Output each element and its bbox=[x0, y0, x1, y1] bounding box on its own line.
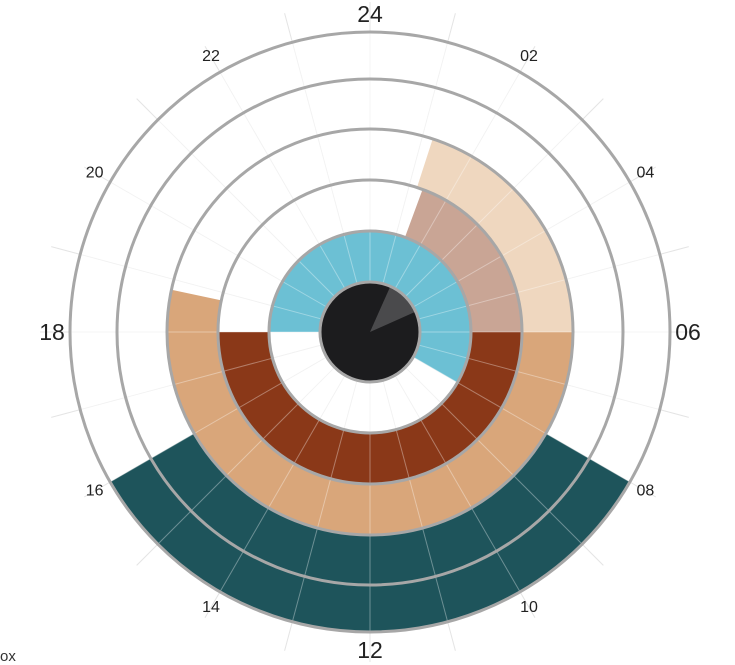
ring-outline-3 bbox=[165, 127, 575, 537]
hour-tick bbox=[204, 45, 221, 73]
hour-gridline bbox=[394, 375, 521, 593]
hour-gridline bbox=[157, 119, 335, 297]
hour-label-12: 12 bbox=[357, 637, 383, 663]
hour-tick bbox=[284, 13, 293, 43]
hour-tick bbox=[659, 409, 689, 418]
hour-tick bbox=[581, 98, 604, 121]
hour-tick bbox=[204, 591, 221, 619]
hour-gridline bbox=[418, 344, 660, 411]
corner-text: ox bbox=[0, 648, 16, 665]
hour-labels-layer: 24 02 04 06 08 10 12 14 16 18 20 22 bbox=[39, 1, 701, 663]
hour-tick bbox=[629, 481, 657, 498]
hour-gridline bbox=[405, 367, 583, 545]
hour-tick bbox=[629, 166, 657, 183]
hour-gridline bbox=[418, 253, 660, 320]
hour-label-02: 02 bbox=[520, 48, 538, 65]
hour-tick bbox=[581, 543, 604, 566]
hour-gridline bbox=[394, 71, 521, 289]
segment-ring-0-1 bbox=[370, 286, 416, 332]
segment-ring-3-5 bbox=[416, 138, 573, 385]
hour-tick bbox=[447, 13, 456, 43]
hour-label-04: 04 bbox=[636, 165, 654, 182]
hour-gridline bbox=[157, 367, 335, 545]
segment-ring-1-2 bbox=[269, 231, 471, 383]
hour-tick bbox=[519, 45, 536, 73]
hour-label-16: 16 bbox=[86, 483, 104, 500]
hour-label-10: 10 bbox=[520, 599, 538, 616]
segment-ring-2-4 bbox=[218, 332, 522, 484]
hour-tick bbox=[284, 621, 293, 651]
hour-gridline bbox=[109, 356, 327, 483]
segment-ring-2-3 bbox=[404, 189, 522, 332]
hour-tick bbox=[659, 246, 689, 255]
hour-tick bbox=[447, 621, 456, 651]
hour-gridline bbox=[80, 344, 322, 411]
ring-outline-1 bbox=[267, 229, 473, 435]
hour-tick bbox=[51, 246, 81, 255]
hour-tick bbox=[519, 591, 536, 619]
segment-ring-3-6 bbox=[166, 289, 573, 535]
ring-outline-0 bbox=[318, 280, 422, 384]
hour-label-20: 20 bbox=[86, 165, 104, 182]
hour-gridline bbox=[109, 181, 327, 308]
hour-gridline bbox=[413, 356, 631, 483]
hour-label-14: 14 bbox=[202, 599, 220, 616]
hour-label-08: 08 bbox=[636, 483, 654, 500]
hour-gridline bbox=[405, 119, 583, 297]
segments-layer bbox=[70, 32, 670, 632]
ring-outline-2 bbox=[216, 178, 524, 486]
ring-outline-5 bbox=[68, 30, 672, 634]
hour-gridline bbox=[382, 42, 449, 284]
hour-tick bbox=[136, 543, 159, 566]
hour-tick bbox=[83, 166, 111, 183]
hour-tick bbox=[83, 481, 111, 498]
hour-label-24: 24 bbox=[357, 1, 383, 27]
hour-gridline bbox=[219, 71, 346, 289]
segment-ring-4-7 bbox=[110, 433, 630, 632]
hour-label-22: 22 bbox=[202, 48, 220, 65]
grid-layer bbox=[40, 2, 700, 662]
hour-gridline bbox=[382, 380, 449, 622]
hour-gridline bbox=[80, 253, 322, 320]
hour-label-18: 18 bbox=[39, 319, 65, 345]
hour-tick bbox=[51, 409, 81, 418]
hour-gridline bbox=[413, 181, 631, 308]
hour-gridline bbox=[291, 380, 358, 622]
hour-gridline bbox=[219, 375, 346, 593]
hour-gridline bbox=[291, 42, 358, 284]
hour-label-06: 06 bbox=[675, 319, 701, 345]
ring-outline-4 bbox=[115, 77, 625, 587]
hour-tick bbox=[136, 98, 159, 121]
